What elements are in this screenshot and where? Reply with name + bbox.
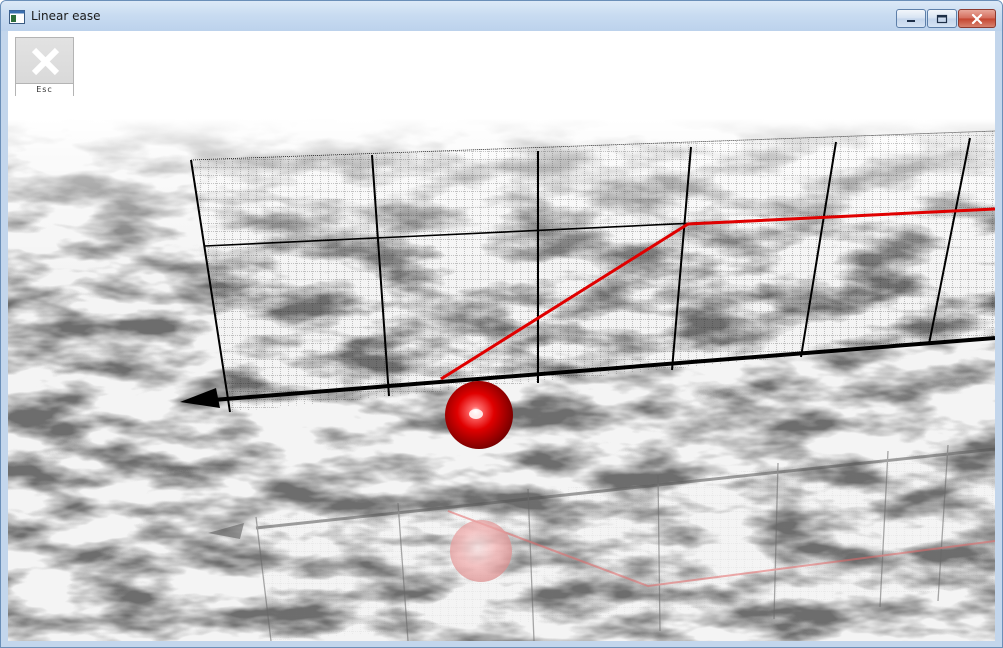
- app-window-icon: [9, 10, 25, 24]
- scene-viewport[interactable]: Esc: [8, 31, 995, 641]
- grid-major-line: [371, 154, 390, 397]
- maximize-icon: [936, 14, 948, 23]
- esc-label: Esc: [16, 83, 73, 96]
- maximize-button[interactable]: [927, 9, 957, 28]
- close-icon: [971, 13, 983, 24]
- close-button[interactable]: [958, 9, 996, 28]
- ease-curve: [440, 207, 995, 381]
- minimize-button[interactable]: [896, 9, 926, 28]
- grid-major-line: [190, 159, 231, 413]
- ball-reflection: [450, 520, 512, 582]
- window-frame-bottom: [1, 641, 1002, 647]
- time-axis: [212, 336, 995, 402]
- window-title: Linear ease: [31, 9, 101, 23]
- animated-ball: [445, 381, 513, 449]
- grid-major-line: [800, 141, 837, 358]
- scene-3d: [8, 31, 995, 641]
- caption-buttons: [896, 9, 996, 28]
- title-bar[interactable]: Linear ease: [1, 1, 1002, 31]
- esc-button[interactable]: Esc: [15, 37, 74, 96]
- minimize-icon: [907, 19, 915, 22]
- grid-major-line: [671, 146, 692, 371]
- grid-major-line: [928, 137, 971, 345]
- axis-arrow-icon: [180, 388, 220, 408]
- close-x-icon: [31, 47, 60, 76]
